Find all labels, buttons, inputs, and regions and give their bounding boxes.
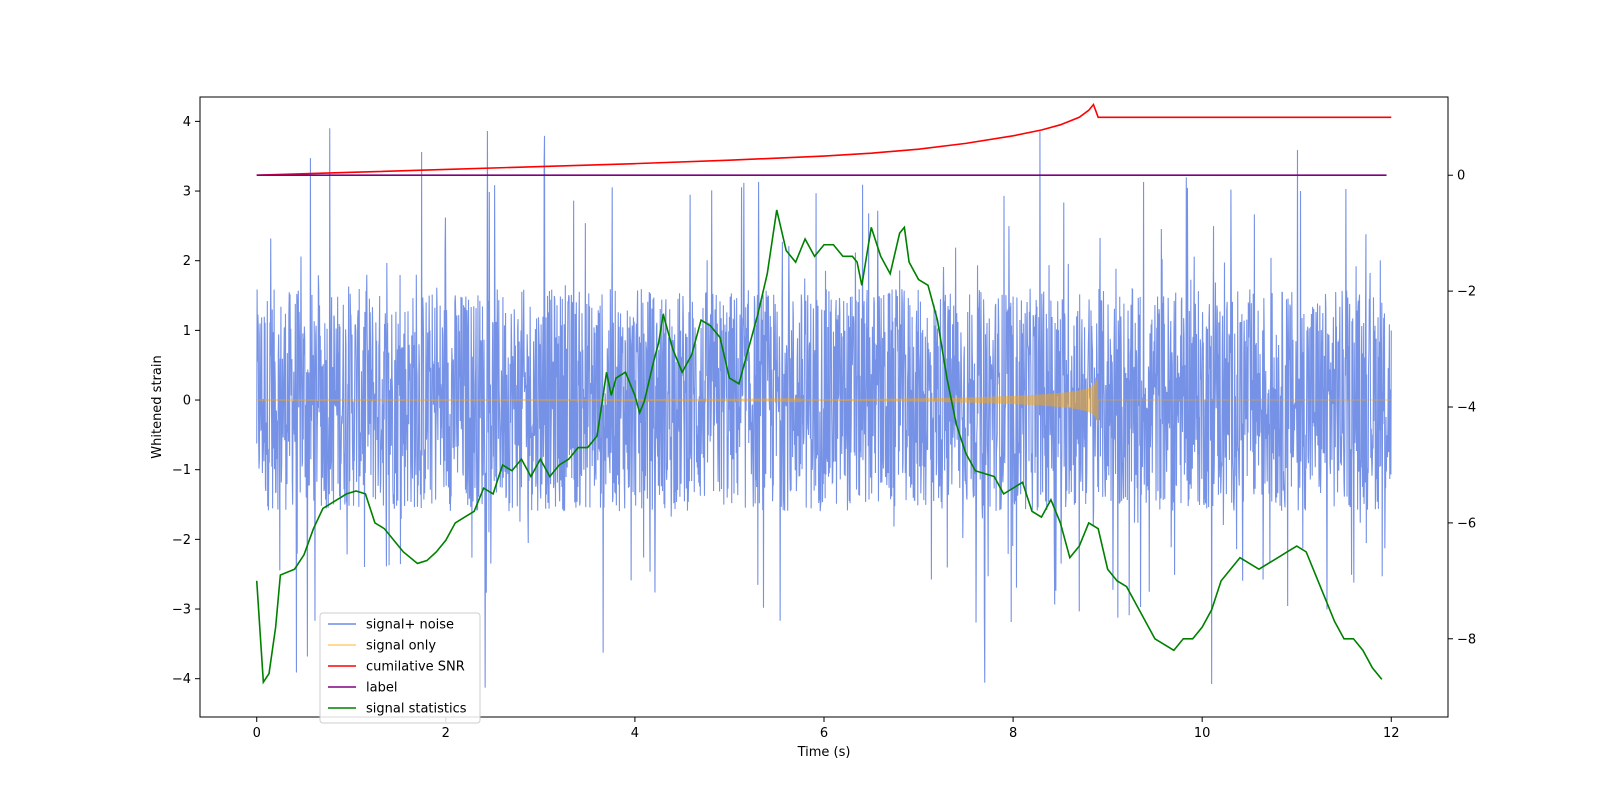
- x-tick-label: 2: [442, 726, 450, 741]
- y2-tick-label: −2: [1457, 285, 1476, 300]
- x-tick-label: 4: [631, 726, 639, 741]
- y-tick-label: −4: [172, 672, 191, 687]
- y-tick-label: −3: [172, 603, 191, 618]
- legend-label-signal-statistics: signal statistics: [366, 702, 467, 717]
- x-tick-label: 10: [1194, 726, 1211, 741]
- x-axis-label: Time (s): [797, 745, 851, 760]
- y2-tick-label: −6: [1457, 516, 1476, 531]
- y-axis-left: 4 3 2 1 0 −1 −2 −3 −4: [172, 115, 200, 687]
- x-tick-label: 8: [1009, 726, 1017, 741]
- legend: signal+ noise signal only cumilative SNR la…: [319, 612, 481, 724]
- series-signal-statistics-line: [255, 209, 1383, 685]
- y-axis-right: 0 −2 −4 −6 −8: [1448, 169, 1476, 647]
- y2-tick-label: −8: [1457, 632, 1476, 647]
- y-tick-label: 3: [183, 185, 191, 200]
- y-tick-label: −2: [172, 533, 191, 548]
- series-layer: [255, 102, 1392, 688]
- series-signal-only-line: [256, 376, 1392, 426]
- legend-label-signal-only: signal only: [366, 639, 436, 654]
- x-tick-label: 12: [1383, 726, 1400, 741]
- y-tick-label: 2: [183, 254, 191, 269]
- y-tick-label: −1: [172, 463, 191, 478]
- legend-label-signal-noise: signal+ noise: [366, 618, 454, 633]
- series-cumilative-snr-line: [256, 102, 1392, 177]
- x-tick-label: 0: [253, 726, 261, 741]
- y-axis-label: Whitened strain: [150, 355, 165, 458]
- legend-box: [319, 612, 481, 724]
- series-signal-noise-line: [256, 128, 1392, 688]
- y-tick-label: 1: [183, 324, 191, 339]
- y-tick-label: 0: [183, 394, 191, 409]
- x-tick-label: 6: [820, 726, 828, 741]
- y-tick-label: 4: [183, 115, 191, 130]
- legend-label-label: label: [366, 681, 397, 696]
- y2-tick-label: −4: [1457, 401, 1476, 416]
- y2-tick-label: 0: [1457, 169, 1465, 184]
- legend-label-cumilative-snr: cumilative SNR: [366, 660, 465, 675]
